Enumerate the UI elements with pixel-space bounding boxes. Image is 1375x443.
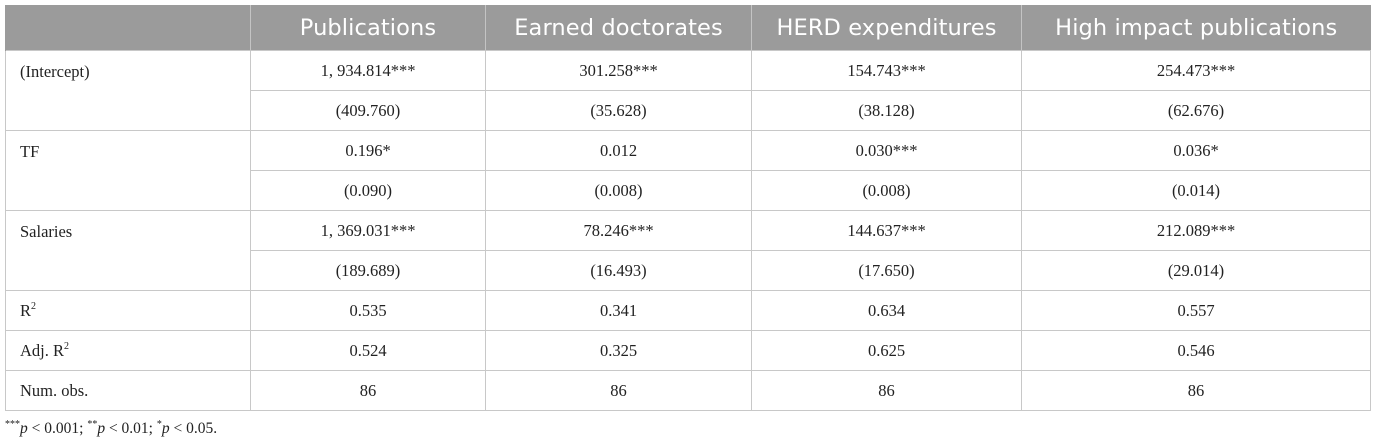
stat-cell: 0.557 — [1021, 290, 1371, 331]
footnote-stars-1: *** — [5, 419, 20, 430]
header-row: Publications Earned doctorates HERD expe… — [5, 5, 1371, 51]
se-cell: (0.008) — [751, 170, 1022, 211]
stat-cell: 0.625 — [751, 330, 1022, 371]
se-cell: (189.689) — [250, 250, 486, 291]
regression-table: Publications Earned doctorates HERD expe… — [5, 5, 1371, 411]
stat-cell: 86 — [1021, 370, 1371, 411]
se-cell: (35.628) — [485, 90, 752, 131]
coef-cell: 1, 934.814*** — [250, 50, 486, 91]
table-row: (189.689) (16.493) (17.650) (29.014) — [6, 250, 1371, 291]
header-publications: Publications — [250, 5, 486, 51]
table-row: R2 0.535 0.341 0.634 0.557 — [5, 290, 1371, 331]
footnote-threshold-3: < 0.05. — [169, 420, 218, 437]
footnote-p-3: p — [161, 420, 170, 437]
footnote-p-1: p — [20, 420, 28, 437]
coef-cell: 1, 369.031*** — [250, 210, 486, 251]
stat-cell: 0.325 — [485, 330, 752, 371]
significance-footnote: ***p < 0.001; **p < 0.01; *p < 0.05. — [5, 420, 217, 438]
table-row: TF 0.196* 0.012 0.030*** 0.036* — [5, 130, 1371, 211]
se-cell: (409.760) — [250, 90, 486, 131]
adj-r-squared-label-text: Adj. R — [20, 340, 65, 360]
stat-cell: 86 — [250, 370, 486, 411]
se-cell: (16.493) — [485, 250, 752, 291]
header-herd-expenditures: HERD expenditures — [751, 5, 1022, 51]
table-row: (409.760) (35.628) (38.128) (62.676) — [6, 90, 1371, 131]
stat-cell: 0.524 — [250, 330, 486, 371]
stat-cell: 0.535 — [250, 290, 486, 331]
coef-cell: 154.743*** — [751, 50, 1022, 91]
footnote-p-2: p — [97, 420, 106, 437]
row-label-num-obs: Num. obs. — [5, 370, 251, 411]
footnote-threshold-2: < 0.01; — [105, 420, 157, 437]
footnote-stars-3: * — [156, 419, 162, 430]
r-squared-superscript: 2 — [31, 300, 37, 312]
row-label-r-squared: R2 — [5, 290, 251, 331]
se-cell: (38.128) — [751, 90, 1022, 131]
header-high-impact-publications: High impact publications — [1021, 5, 1371, 51]
coef-cell: 0.030*** — [751, 130, 1022, 171]
se-cell: (0.090) — [250, 170, 486, 211]
r-squared-label-text: R — [20, 300, 32, 320]
table-row: Adj. R2 0.524 0.325 0.625 0.546 — [5, 330, 1371, 371]
coef-cell: 78.246*** — [485, 210, 752, 251]
coef-cell: 301.258*** — [485, 50, 752, 91]
stat-cell: 86 — [485, 370, 752, 411]
table-row: (0.090) (0.008) (0.008) (0.014) — [6, 170, 1371, 211]
row-label-intercept: (Intercept) — [5, 50, 251, 131]
row-label-tf: TF — [5, 130, 251, 211]
table-row: Num. obs. 86 86 86 86 — [5, 370, 1371, 411]
se-cell: (29.014) — [1021, 250, 1371, 291]
header-blank — [5, 5, 251, 51]
coef-cell: 254.473*** — [1021, 50, 1371, 91]
row-label-adj-r-squared: Adj. R2 — [5, 330, 251, 371]
se-cell: (62.676) — [1021, 90, 1371, 131]
footnote-stars-2: ** — [87, 419, 98, 430]
stat-cell: 0.341 — [485, 290, 752, 331]
adj-r-squared-superscript: 2 — [64, 340, 70, 352]
footnote-threshold-1: < 0.001; — [27, 420, 88, 437]
coef-cell: 0.036* — [1021, 130, 1371, 171]
coef-cell: 0.012 — [485, 130, 752, 171]
se-cell: (0.014) — [1021, 170, 1371, 211]
stat-cell: 0.546 — [1021, 330, 1371, 371]
header-earned-doctorates: Earned doctorates — [485, 5, 752, 51]
stat-cell: 0.634 — [751, 290, 1022, 331]
stat-cell: 86 — [751, 370, 1022, 411]
table-row: (Intercept) 1, 934.814*** 301.258*** 154… — [5, 50, 1371, 131]
se-cell: (0.008) — [485, 170, 752, 211]
coef-cell: 212.089*** — [1021, 210, 1371, 251]
coef-cell: 144.637*** — [751, 210, 1022, 251]
table-row: Salaries 1, 369.031*** 78.246*** 144.637… — [5, 210, 1371, 291]
row-label-salaries: Salaries — [5, 210, 251, 291]
se-cell: (17.650) — [751, 250, 1022, 291]
coef-cell: 0.196* — [250, 130, 486, 171]
